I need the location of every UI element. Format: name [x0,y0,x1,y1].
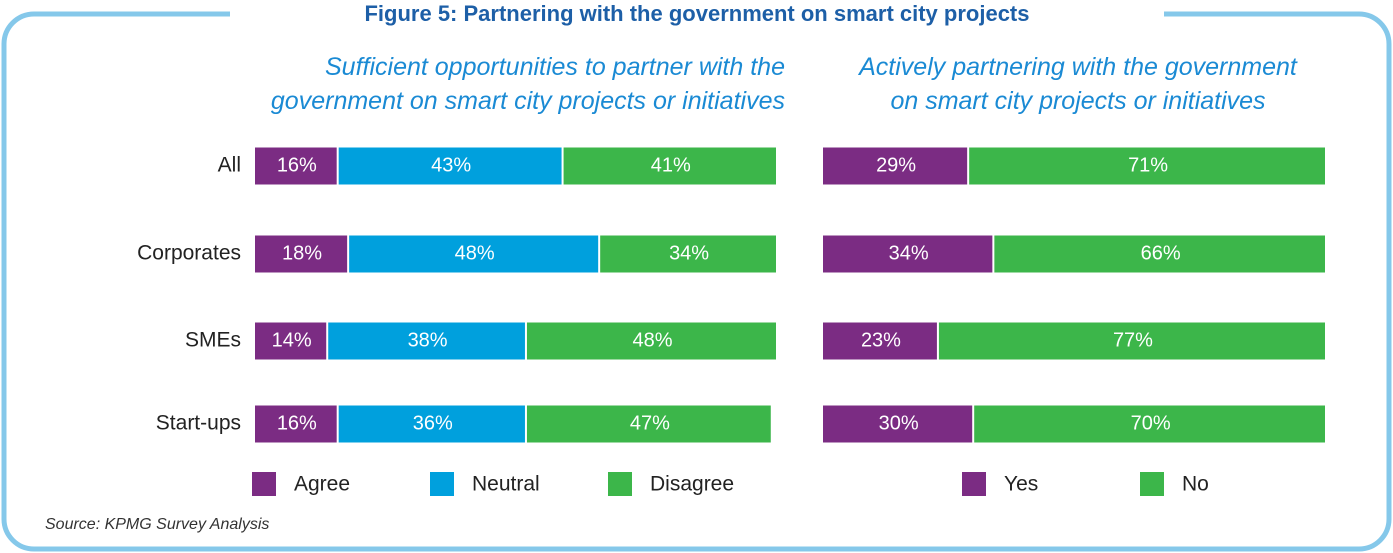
bar-segment [823,405,973,443]
category-label: Corporates [137,242,241,265]
legend-label: Yes [1004,473,1038,496]
value-label: 16% [277,412,317,434]
source: Source: KPMG Survey Analysis [45,516,269,533]
bar-segment [974,405,1325,443]
value-label: 29% [876,154,916,176]
legend-swatch [252,472,276,496]
legend-label: No [1182,473,1209,496]
value-label: 18% [282,242,322,264]
bar-segment [938,322,1325,360]
category-label: Start-ups [156,412,241,435]
value-label: 70% [1131,412,1171,434]
legend-swatch [608,472,632,496]
bar-segment [255,322,327,360]
bar-segment [526,322,776,360]
category-label: SMEs [185,329,241,352]
bar-segment [349,235,599,273]
value-label: 48% [455,242,495,264]
value-label: 14% [272,329,312,351]
legend-label: Agree [294,473,350,496]
legend-swatch [1140,472,1164,496]
bar-segment [328,322,525,360]
bar-segment [823,147,968,185]
bar-segment [255,147,337,185]
bar-segment [563,147,776,185]
bar-segment [338,147,562,185]
figure-title: Figure 5: Partnering with the government… [364,1,1029,26]
bar-segment [338,405,525,443]
legend-swatch [962,472,986,496]
legend-swatch [430,472,454,496]
legend-label: Disagree [650,473,734,496]
value-label: 48% [632,329,672,351]
bar-segment [823,235,993,273]
value-label: 34% [669,242,709,264]
value-label: 16% [277,154,317,176]
left-subtitle: Sufficient opportunities to partner with… [270,53,785,115]
value-label: 38% [408,329,448,351]
value-label: 34% [889,242,929,264]
bar-segment [255,235,348,273]
value-label: 36% [413,412,453,434]
value-label: 43% [431,154,471,176]
right-subtitle: Actively partnering with the government … [859,53,1297,115]
bar-segment [526,405,771,443]
value-label: 71% [1128,154,1168,176]
category-label: All [218,154,241,177]
bar-segment [255,405,337,443]
value-label: 66% [1141,242,1181,264]
bar-segment [823,322,937,360]
value-label: 23% [861,329,901,351]
legend-label: Neutral [472,473,540,496]
title-backdrop [230,0,1164,30]
bar-segment [600,235,776,273]
value-label: 30% [879,412,919,434]
bar-segment [994,235,1325,273]
value-label: 47% [630,412,670,434]
value-label: 77% [1113,329,1153,351]
bar-segment [969,147,1325,185]
value-label: 41% [651,154,691,176]
